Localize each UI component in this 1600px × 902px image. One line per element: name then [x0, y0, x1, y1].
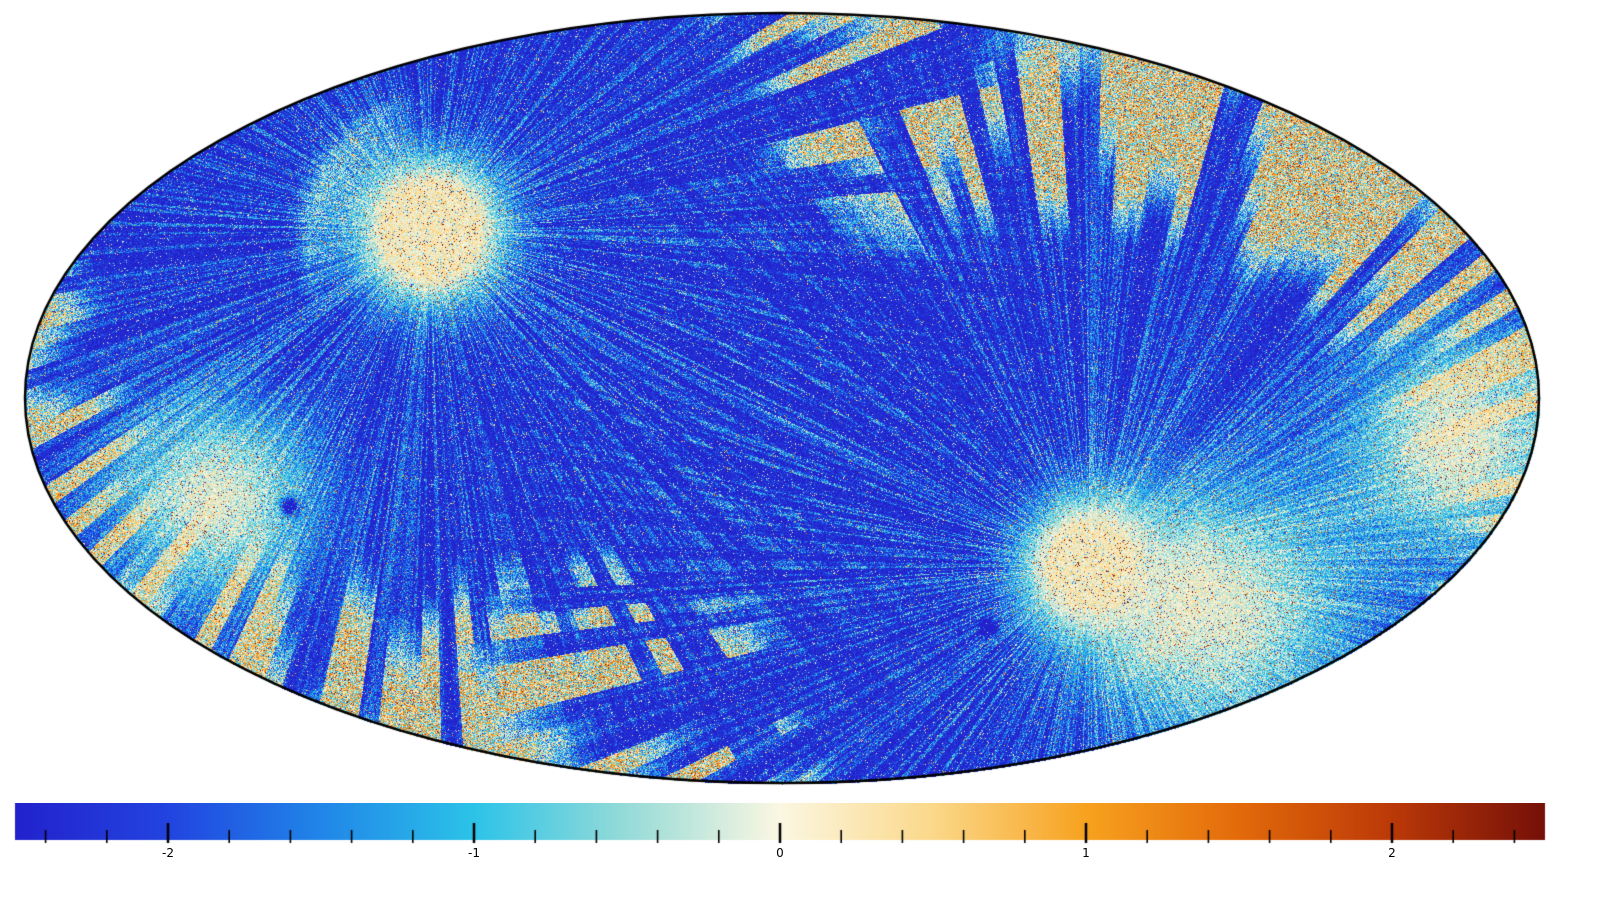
colorbar-tick-label: -2	[162, 846, 174, 860]
mollweide-sky-map	[0, 0, 1600, 795]
colorbar-tick-label: -1	[468, 846, 480, 860]
colorbar	[0, 803, 1600, 845]
colorbar-tick-label: 1	[1082, 846, 1090, 860]
colorbar-tick-labels: -2 -1 0 1 2	[0, 846, 1600, 866]
colorbar-tick-label: 0	[776, 846, 784, 860]
colorbar-tick-label: 2	[1388, 846, 1396, 860]
